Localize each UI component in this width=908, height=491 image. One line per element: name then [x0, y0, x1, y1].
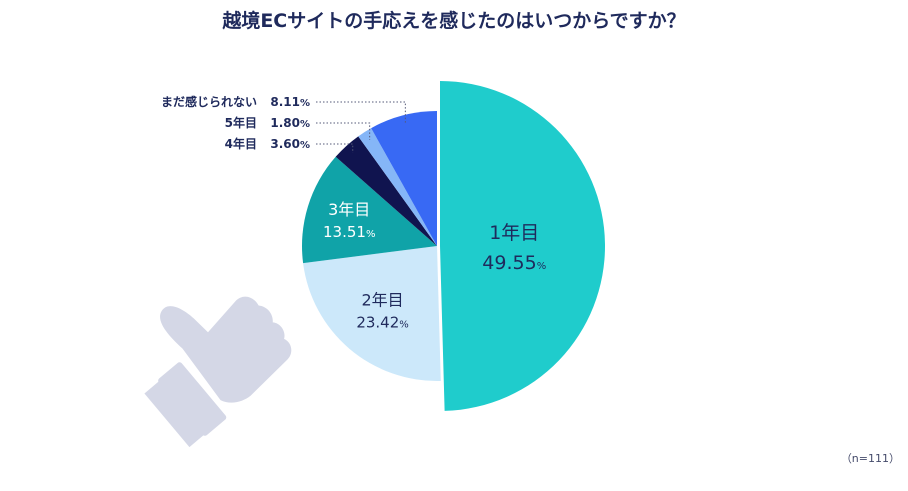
- thumbs-up-icon: [144, 296, 292, 448]
- pie-slice-4: [335, 136, 437, 246]
- outer-value-5: 1.80%: [270, 116, 310, 130]
- outer-label-4: 4年目: [225, 136, 257, 151]
- slice-value-1: 49.55%: [482, 252, 546, 274]
- slice-label-2: 2年目: [361, 291, 403, 310]
- pie-slice-5: [358, 128, 437, 246]
- pie-slice-6: [371, 111, 437, 246]
- leader-line-5: [316, 122, 371, 141]
- outer-value-6: 8.11%: [270, 95, 310, 109]
- leader-line-4: [316, 143, 354, 153]
- outer-value-4: 3.60%: [270, 137, 310, 151]
- pie-slice-2: [303, 246, 441, 382]
- outer-label-6: まだ感じられない: [161, 94, 257, 109]
- slice-label-1: 1年目: [489, 222, 539, 244]
- pie-slice-1: [440, 81, 605, 411]
- outer-label-5: 5年目: [225, 115, 257, 130]
- slice-value-2: 23.42%: [356, 314, 408, 332]
- slice-label-3: 3年目: [328, 200, 370, 219]
- chart-title: 越境ECサイトの手応えを感じたのはいつからですか？: [221, 9, 685, 32]
- sample-size-note: （n=111）: [841, 452, 900, 465]
- slice-value-3: 13.51%: [323, 223, 375, 241]
- pie-slice-3: [302, 156, 437, 264]
